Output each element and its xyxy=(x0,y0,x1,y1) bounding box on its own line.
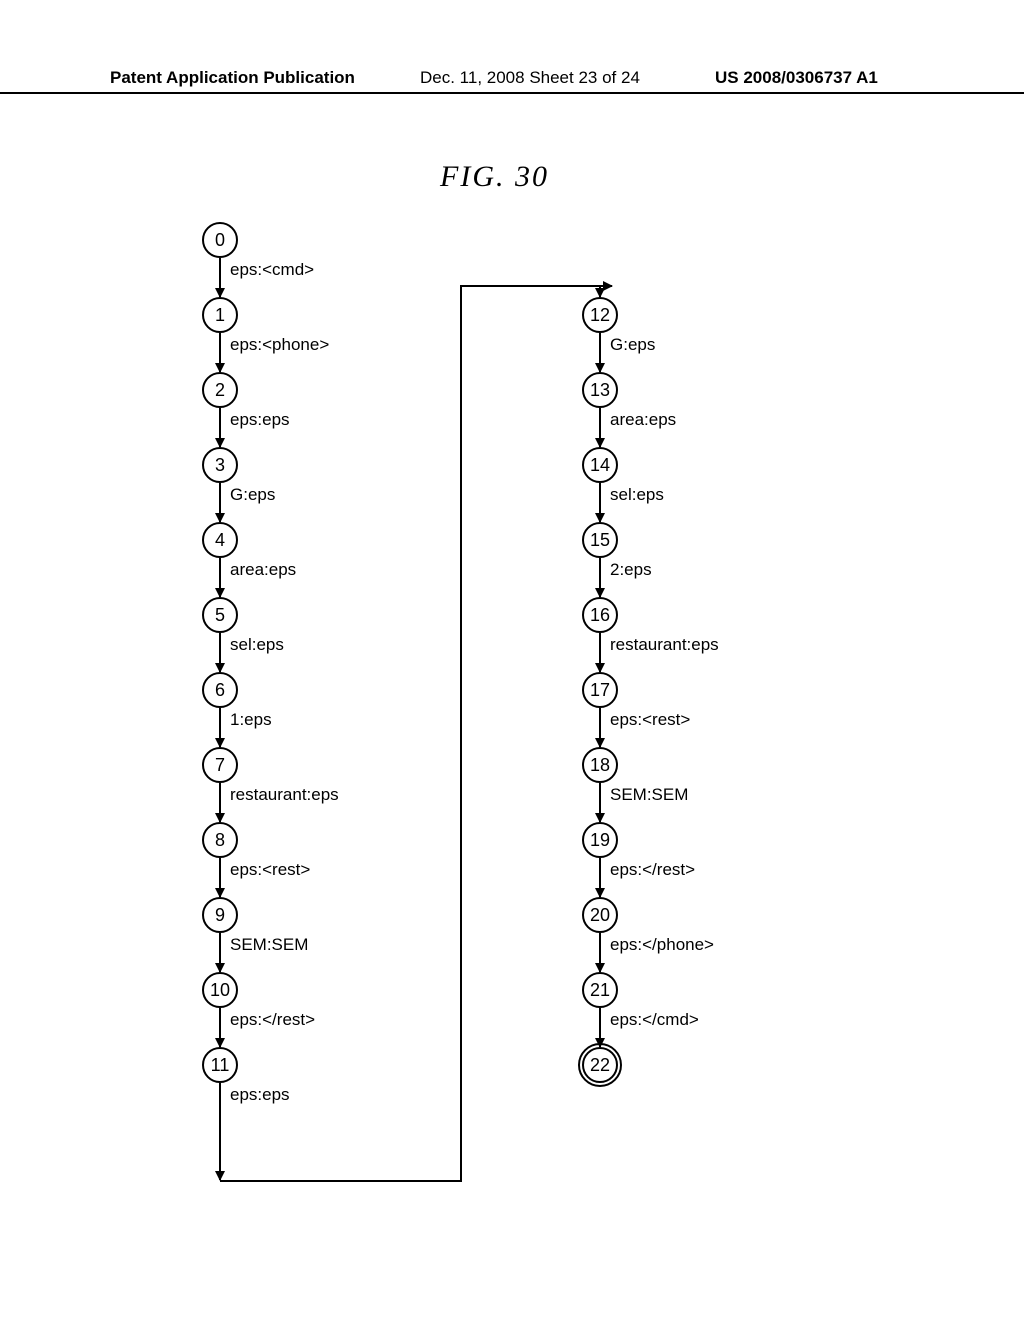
state-node-16: 16 xyxy=(582,597,618,633)
state-node-12: 12 xyxy=(582,297,618,333)
state-node-1: 1 xyxy=(202,297,238,333)
state-node-15: 15 xyxy=(582,522,618,558)
state-node-22: 22 xyxy=(582,1047,618,1083)
edge-label-1-2: eps:<phone> xyxy=(230,335,329,355)
edge-arrow-21-22 xyxy=(599,1008,601,1047)
edge-label-19-20: eps:</rest> xyxy=(610,860,695,880)
state-node-19: 19 xyxy=(582,822,618,858)
edge-arrow-10-11 xyxy=(219,1008,221,1047)
page: Patent Application Publication Dec. 11, … xyxy=(0,0,1024,1320)
edge-label-17-18: eps:<rest> xyxy=(610,710,690,730)
state-node-6: 6 xyxy=(202,672,238,708)
edge-arrow-2-3 xyxy=(219,408,221,447)
edge-label-18-19: SEM:SEM xyxy=(610,785,688,805)
edge-label-11-out: eps:eps xyxy=(230,1085,290,1105)
edge-label-8-9: eps:<rest> xyxy=(230,860,310,880)
edge-label-2-3: eps:eps xyxy=(230,410,290,430)
edge-arrow-18-19 xyxy=(599,783,601,822)
edge-arrow-7-8 xyxy=(219,783,221,822)
edge-arrow-19-20 xyxy=(599,858,601,897)
state-node-0: 0 xyxy=(202,222,238,258)
edge-label-13-14: area:eps xyxy=(610,410,676,430)
edge-arrow-9-10 xyxy=(219,933,221,972)
edge-label-9-10: SEM:SEM xyxy=(230,935,308,955)
edge-arrow-5-6 xyxy=(219,633,221,672)
figure-title: FIG. 30 xyxy=(440,160,549,194)
edge-arrow-4-5 xyxy=(219,558,221,597)
header-right: US 2008/0306737 A1 xyxy=(715,68,878,88)
edge-arrow-0-1 xyxy=(219,258,221,297)
edge-arrow-15-16 xyxy=(599,558,601,597)
edge-label-14-15: sel:eps xyxy=(610,485,664,505)
state-node-8: 8 xyxy=(202,822,238,858)
edge-label-0-1: eps:<cmd> xyxy=(230,260,314,280)
edge-label-12-13: G:eps xyxy=(610,335,655,355)
edge-arrow-8-9 xyxy=(219,858,221,897)
state-node-9: 9 xyxy=(202,897,238,933)
edge-label-4-5: area:eps xyxy=(230,560,296,580)
state-node-13: 13 xyxy=(582,372,618,408)
edge-label-3-4: G:eps xyxy=(230,485,275,505)
header-left: Patent Application Publication xyxy=(110,68,355,88)
state-node-4: 4 xyxy=(202,522,238,558)
edge-label-21-22: eps:</cmd> xyxy=(610,1010,699,1030)
state-node-21: 21 xyxy=(582,972,618,1008)
state-diagram: 012345678910111213141516171819202122eps:… xyxy=(160,230,860,1230)
connector-h1 xyxy=(220,1180,460,1182)
header-mid: Dec. 11, 2008 Sheet 23 of 24 xyxy=(420,68,640,88)
state-node-20: 20 xyxy=(582,897,618,933)
edge-label-16-17: restaurant:eps xyxy=(610,635,719,655)
state-node-7: 7 xyxy=(202,747,238,783)
edge-arrow-20-21 xyxy=(599,933,601,972)
edge-arrow-13-14 xyxy=(599,408,601,447)
state-node-3: 3 xyxy=(202,447,238,483)
state-node-17: 17 xyxy=(582,672,618,708)
edge-label-6-7: 1:eps xyxy=(230,710,272,730)
header-rule xyxy=(0,92,1024,94)
edge-label-10-11: eps:</rest> xyxy=(230,1010,315,1030)
edge-arrow-17-18 xyxy=(599,708,601,747)
edge-arrow-3-4 xyxy=(219,483,221,522)
edge-arrow-16-17 xyxy=(599,633,601,672)
state-node-11: 11 xyxy=(202,1047,238,1083)
state-node-2: 2 xyxy=(202,372,238,408)
state-node-14: 14 xyxy=(582,447,618,483)
edge-label-15-16: 2:eps xyxy=(610,560,652,580)
state-node-18: 18 xyxy=(582,747,618,783)
edge-arrow-14-15 xyxy=(599,483,601,522)
connector-v2 xyxy=(599,285,601,297)
state-node-10: 10 xyxy=(202,972,238,1008)
connector-v1 xyxy=(460,285,462,1182)
edge-label-5-6: sel:eps xyxy=(230,635,284,655)
edge-label-7-8: restaurant:eps xyxy=(230,785,339,805)
connector-h2 xyxy=(460,285,612,287)
state-node-5: 5 xyxy=(202,597,238,633)
edge-arrow-12-13 xyxy=(599,333,601,372)
edge-label-20-21: eps:</phone> xyxy=(610,935,714,955)
edge-arrow-1-2 xyxy=(219,333,221,372)
edge-arrow-11-out xyxy=(219,1083,221,1180)
edge-arrow-6-7 xyxy=(219,708,221,747)
